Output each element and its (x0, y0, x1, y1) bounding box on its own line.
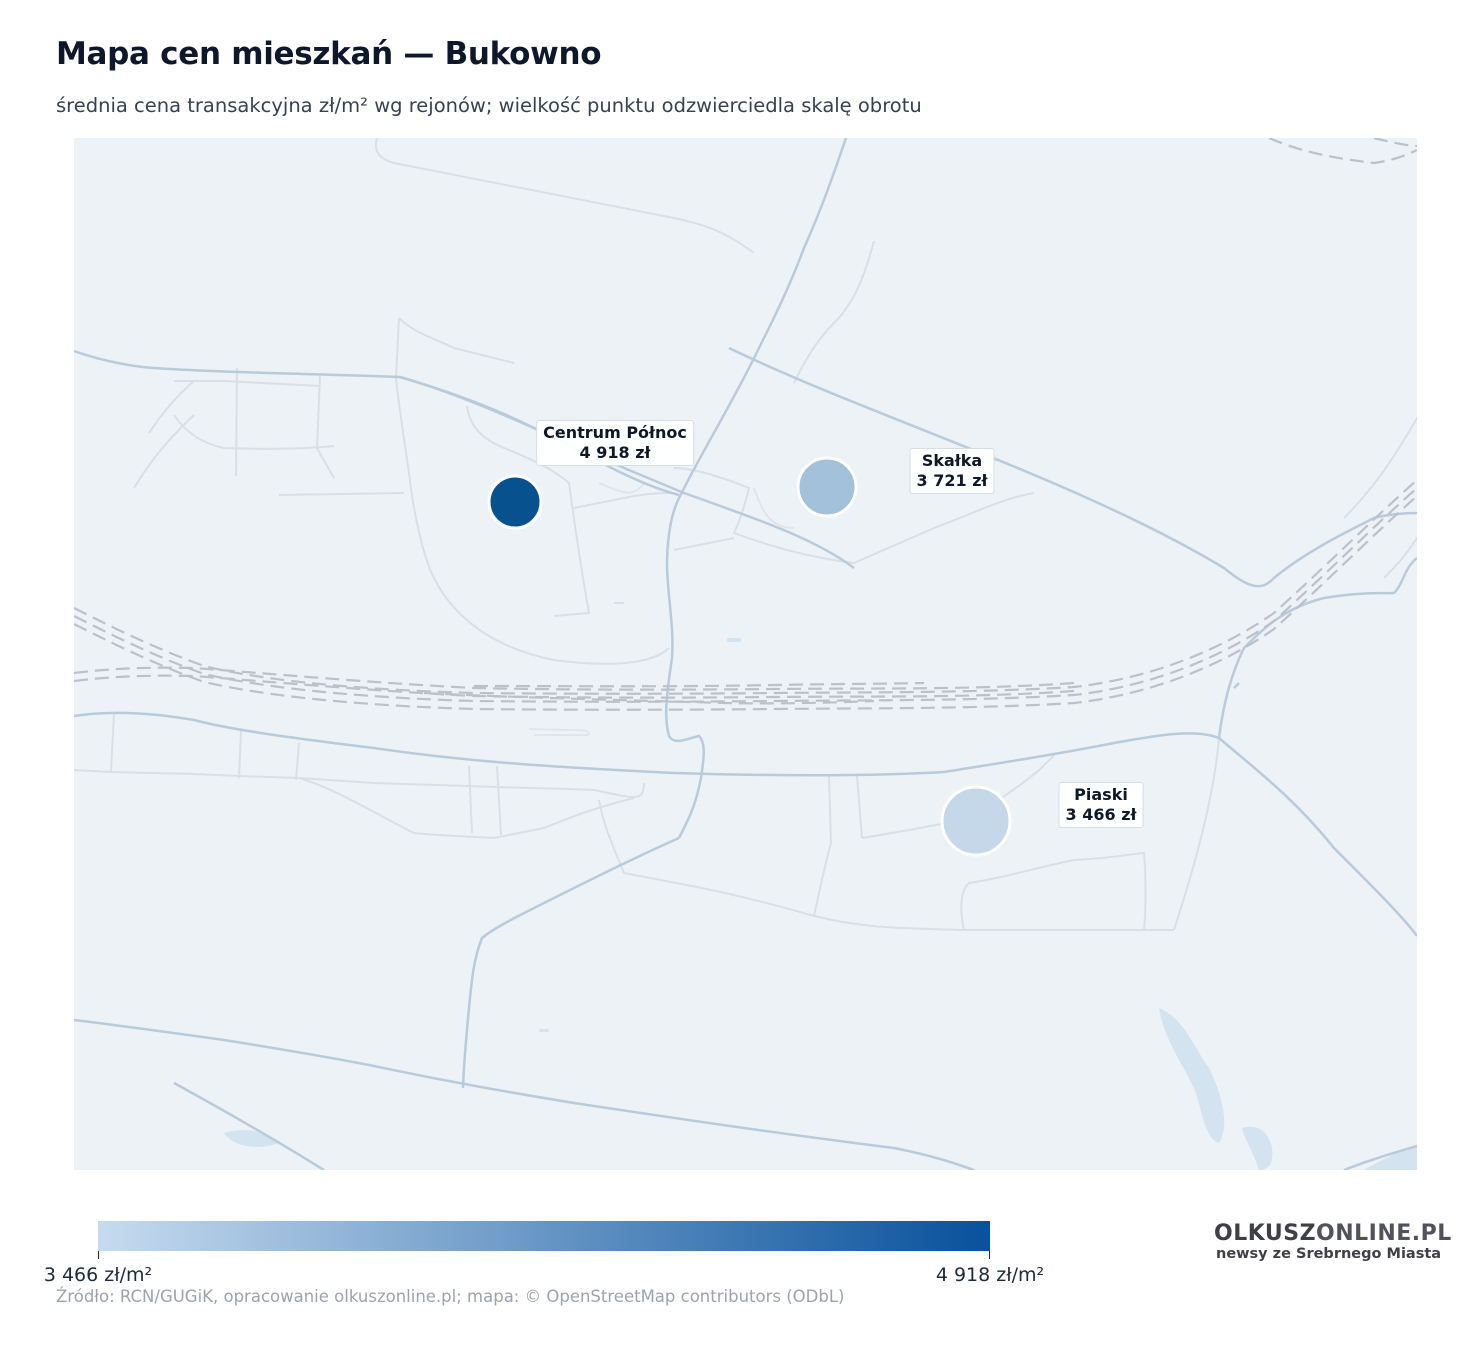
water-bodies (224, 638, 1417, 1170)
legend-max-tick (989, 1251, 990, 1259)
logo-wordmark: OLKUSZ (1214, 1221, 1317, 1246)
district-label-piaski: Piaski 3 466 zł (1058, 782, 1144, 828)
district-label-skalka: Skałka 3 721 zł (909, 448, 995, 494)
tertiary-streets (528, 482, 795, 736)
legend-min-label: 3 466 zł/m² (43, 1264, 153, 1286)
map-area[interactable]: Centrum Północ 4 918 zł Skałka 3 721 zł … (74, 138, 1417, 1170)
district-price: 3 721 zł (916, 471, 988, 490)
map-title: Mapa cen mieszkań — Bukowno (56, 36, 602, 72)
railway-lines (74, 138, 1417, 711)
minor-streets (74, 138, 1417, 931)
district-markers (487, 456, 1012, 857)
district-name: Piaski (1074, 785, 1128, 804)
district-marker-skalka[interactable] (796, 456, 858, 518)
district-marker-piaski[interactable] (940, 785, 1012, 857)
map-subtitle: średnia cena transakcyjna zł/m² wg rejon… (56, 94, 922, 117)
brand-logo[interactable]: OLKUSZONLINE.PL newsy ze Srebrnego Miast… (1214, 1221, 1452, 1263)
district-name: Skałka (921, 451, 983, 470)
legend-max-label: 4 918 zł/m² (935, 1264, 1045, 1286)
legend-min-tick (98, 1251, 99, 1259)
logo-tagline: newsy ze Srebrnego Miasta (1216, 1246, 1442, 1262)
logo-domain: ONLINE.PL (1316, 1221, 1452, 1246)
source-credit: Źródło: RCN/GUGiK, opracowanie olkuszonl… (56, 1287, 845, 1306)
district-price: 3 466 zł (1065, 805, 1137, 824)
district-price: 4 918 zł (579, 443, 651, 462)
district-label-centrum-polnoc: Centrum Północ 4 918 zł (536, 420, 694, 466)
district-marker-centrum-polnoc[interactable] (487, 474, 543, 530)
main-roads (74, 138, 1417, 1170)
district-name: Centrum Północ (543, 423, 687, 442)
street-basemap (74, 138, 1417, 1170)
color-scale-bar (98, 1221, 990, 1251)
